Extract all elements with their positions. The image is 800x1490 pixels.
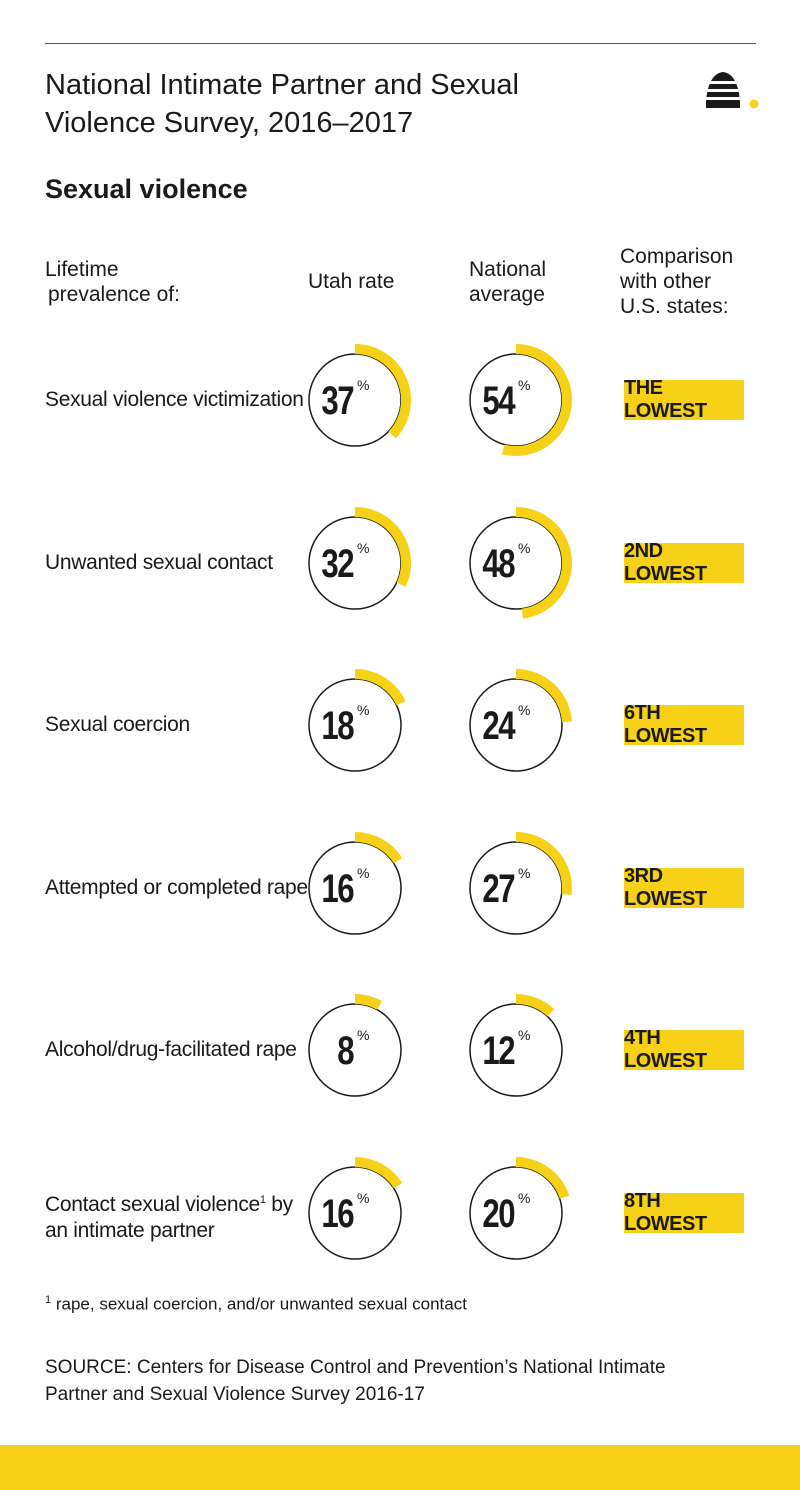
utah-donut-ring	[308, 1003, 402, 1097]
title-line-2: Violence Survey, 2016–2017	[45, 107, 414, 139]
utah-donut-3: 16%	[308, 831, 403, 935]
row-label: Contact sexual violence1 by an intimate p…	[45, 1187, 293, 1244]
utah-arc	[354, 506, 411, 587]
column-header-comparison-line3: U.S. states:	[620, 295, 729, 318]
national-donut-4: 12%	[469, 994, 563, 1097]
page-title: National Intimate Partner and Sexual Vio…	[45, 66, 645, 142]
row-label-text: Contact sexual violence	[45, 1192, 260, 1216]
utah-unit: %	[357, 1027, 369, 1043]
row-label-text: Attempted or completed rape	[45, 875, 308, 899]
national-value: 20	[482, 1191, 514, 1236]
column-header-national-line1: National	[469, 258, 547, 281]
beehive-icon	[704, 72, 759, 109]
bottom-accent-bar	[0, 1445, 800, 1490]
national-value: 27	[482, 866, 514, 911]
utah-arc	[354, 831, 403, 864]
section-title: Sexual violence	[45, 174, 248, 204]
comparison-badge: 2ND LOWEST	[624, 540, 744, 585]
row-label: Attempted or completed rape	[45, 875, 308, 901]
utah-value: 32	[321, 541, 353, 586]
national-unit: %	[518, 865, 530, 881]
utah-unit: %	[357, 377, 369, 393]
utah-donut-1: 32%	[308, 506, 411, 610]
national-arc	[515, 669, 572, 723]
footnote-mark: 1	[45, 1294, 52, 1306]
comparison-badge: 8TH LOWEST	[624, 1190, 744, 1235]
column-header-national: National average	[469, 257, 546, 307]
column-header-utah: Utah rate	[308, 270, 395, 293]
national-unit: %	[518, 377, 530, 393]
source-line-2: Partner and Sexual Violence Survey 2016-…	[45, 1384, 425, 1405]
comparison-badge: 3RD LOWEST	[624, 865, 744, 910]
national-arc	[515, 506, 572, 619]
row-label-suffix: by	[265, 1192, 293, 1216]
source-line-1: SOURCE: Centers for Disease Control and …	[45, 1357, 666, 1378]
comparison-badge: 4TH LOWEST	[624, 1027, 744, 1072]
footnote: 1 rape, sexual coercion, and/or unwanted…	[45, 1294, 467, 1315]
utah-donut-5: 16%	[308, 1156, 403, 1260]
row-label-text: Unwanted sexual contact	[45, 550, 273, 574]
utah-donut-0: 37%	[308, 344, 411, 447]
comparison-badge: 6TH LOWEST	[624, 702, 744, 747]
utah-value: 16	[321, 866, 353, 911]
utah-unit: %	[357, 540, 369, 556]
row-label-line2: an intimate partner	[45, 1218, 215, 1242]
national-donut-1: 48%	[469, 506, 572, 619]
row-label: Sexual coercion	[45, 712, 190, 738]
national-value: 54	[482, 378, 515, 423]
column-header-label: Lifetime prevalence of:	[45, 257, 180, 307]
row-label-text: Alcohol/drug-facilitated rape	[45, 1038, 297, 1061]
utah-value: 16	[321, 1191, 353, 1236]
utah-value: 37	[321, 378, 353, 423]
national-arc	[515, 831, 572, 895]
column-header-comparison: Comparison with other U.S. states:	[620, 244, 733, 319]
national-donut-3: 27%	[469, 831, 572, 935]
footnote-text: rape, sexual coercion, and/or unwanted s…	[51, 1294, 467, 1314]
column-header-label-line1: Lifetime	[45, 258, 119, 281]
row-label-footnote-mark: 1	[259, 1193, 266, 1206]
column-header-national-line2: average	[469, 283, 545, 306]
national-unit: %	[518, 1190, 530, 1206]
national-donut-2: 24%	[469, 669, 572, 772]
national-arc	[515, 1156, 570, 1199]
national-unit: %	[518, 540, 530, 556]
utah-arc	[354, 669, 406, 706]
source-note: SOURCE: Centers for Disease Control and …	[45, 1354, 765, 1408]
utah-donut-4: 8%	[308, 994, 402, 1097]
utah-unit: %	[357, 702, 369, 718]
utah-value: 8	[337, 1028, 354, 1073]
utah-arc	[354, 344, 411, 439]
row-label: Unwanted sexual contact	[45, 550, 273, 576]
national-unit: %	[518, 1027, 530, 1043]
utah-unit: %	[357, 1190, 369, 1206]
national-arc	[502, 344, 572, 456]
national-donut-0: 54%	[469, 344, 572, 456]
comparison-badge: THE LOWEST	[624, 377, 744, 422]
row-label: Alcohol/drug-facilitated rape	[45, 1037, 297, 1063]
national-donut-5: 20%	[469, 1156, 570, 1260]
utah-value: 18	[321, 703, 353, 748]
utah-unit: %	[357, 865, 369, 881]
row-label-text: Sexual coercion	[45, 713, 190, 736]
national-unit: %	[518, 702, 530, 718]
national-arc	[515, 994, 555, 1017]
national-value: 12	[482, 1028, 514, 1073]
utah-arc	[354, 994, 382, 1010]
top-rule	[45, 43, 756, 44]
column-header-comparison-line1: Comparison	[620, 245, 734, 268]
national-value: 48	[482, 541, 514, 586]
row-label-text: Sexual violence victimization	[45, 388, 304, 411]
title-line-1: National Intimate Partner and Sexual	[45, 69, 519, 101]
column-header-label-line2: prevalence of:	[48, 283, 180, 306]
utah-donut-2: 18%	[308, 669, 406, 772]
national-value: 24	[482, 703, 515, 748]
column-header-comparison-line2: with other	[620, 270, 712, 293]
utah-arc	[354, 1156, 403, 1189]
row-label: Sexual violence victimization	[45, 387, 304, 413]
